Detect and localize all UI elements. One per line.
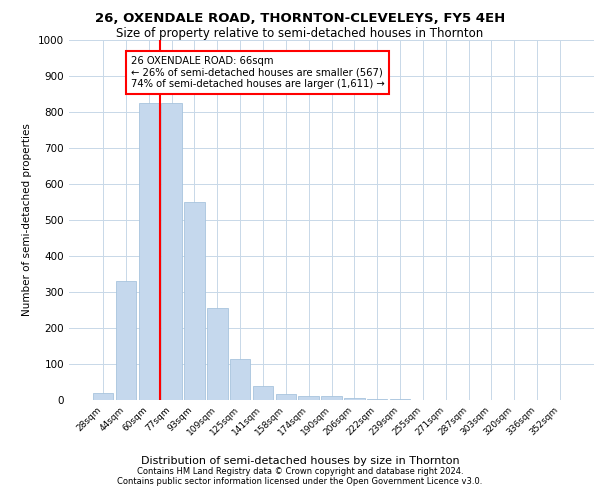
Text: Size of property relative to semi-detached houses in Thornton: Size of property relative to semi-detach… <box>116 28 484 40</box>
Bar <box>184 202 205 400</box>
Bar <box>93 393 113 400</box>
Bar <box>253 386 273 400</box>
Bar <box>161 103 182 400</box>
Bar <box>298 396 319 400</box>
Text: Contains public sector information licensed under the Open Government Licence v3: Contains public sector information licen… <box>118 477 482 486</box>
Y-axis label: Number of semi-detached properties: Number of semi-detached properties <box>22 124 32 316</box>
Text: 26, OXENDALE ROAD, THORNTON-CLEVELEYS, FY5 4EH: 26, OXENDALE ROAD, THORNTON-CLEVELEYS, F… <box>95 12 505 26</box>
Bar <box>321 396 342 400</box>
Bar <box>139 103 159 400</box>
Text: Distribution of semi-detached houses by size in Thornton: Distribution of semi-detached houses by … <box>140 456 460 466</box>
Bar <box>230 358 250 400</box>
Bar <box>207 308 227 400</box>
Bar <box>344 398 365 400</box>
Bar <box>116 281 136 400</box>
Text: 26 OXENDALE ROAD: 66sqm
← 26% of semi-detached houses are smaller (567)
74% of s: 26 OXENDALE ROAD: 66sqm ← 26% of semi-de… <box>131 56 384 90</box>
Text: Contains HM Land Registry data © Crown copyright and database right 2024.: Contains HM Land Registry data © Crown c… <box>137 467 463 476</box>
Bar <box>275 394 296 400</box>
Bar <box>367 399 388 400</box>
